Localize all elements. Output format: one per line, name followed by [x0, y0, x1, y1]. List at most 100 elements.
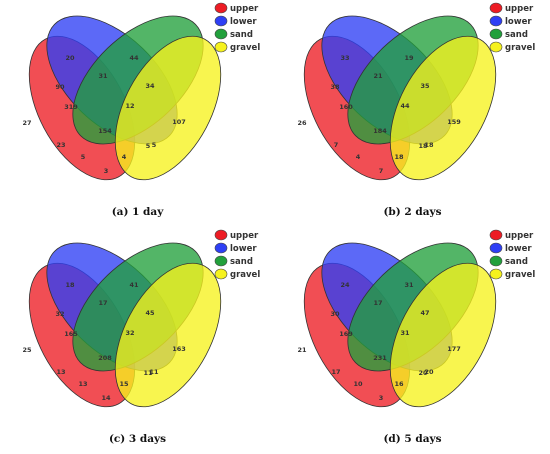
- venn-ellipses: [303, 242, 497, 408]
- venn-ellipses: [28, 242, 222, 408]
- legend-swatch-upper: [214, 229, 228, 241]
- region-count-upper-gravel: 14: [101, 394, 111, 402]
- region-count-sand-gravel: 47: [420, 309, 429, 317]
- region-count-lower-only: 33: [340, 54, 349, 62]
- region-count-a: 13: [78, 380, 87, 388]
- legend-label-upper: upper: [505, 4, 534, 14]
- region-count-upper-lower-gravel: 17: [331, 368, 340, 376]
- region-count-lower-only: 18: [65, 281, 75, 289]
- venn-diagram: 21 24 31 177 30 17 47 3 169 31 17 20 231 10 16 20 upper l…: [297, 229, 535, 408]
- panel-caption: (c) 3 days: [108, 433, 167, 445]
- region-count-upper-sand-gravel: 11: [143, 369, 153, 377]
- region-count-sand-gravel: 45: [145, 309, 155, 317]
- region-count-sand-only: 19: [404, 54, 414, 62]
- venn-panel-b: 26 33 19 159 38 21 35 7 160 44 7 18 184 4 18 18 upper low…: [275, 0, 550, 227]
- region-count-upper-lower: 38: [330, 83, 340, 91]
- region-count-upper-only: 26: [297, 119, 307, 127]
- panel-caption: (a) 1 day: [111, 206, 164, 218]
- region-count-lower-sand-gravel: 32: [125, 329, 134, 337]
- region-count-c: 5: [152, 141, 157, 149]
- region-count-upper-only: 25: [22, 346, 32, 354]
- legend-swatch-gravel: [214, 268, 228, 280]
- legend-swatch-gravel: [489, 41, 503, 53]
- region-count-upper-sand-gravel: 18: [418, 142, 428, 150]
- region-count-lower-sand-gravel: 12: [125, 102, 134, 110]
- region-count-lower-sand: 21: [373, 72, 383, 80]
- legend-swatch-gravel: [214, 41, 228, 53]
- legend: upper lower sand gravel: [489, 229, 535, 280]
- legend-swatch-upper: [489, 229, 503, 241]
- legend-swatch-sand: [489, 255, 503, 267]
- legend-label-lower: lower: [505, 244, 532, 254]
- legend-label-sand: sand: [230, 30, 253, 40]
- region-count-lower-sand: 17: [373, 299, 382, 307]
- legend-swatch-lower: [489, 15, 503, 27]
- legend-label-upper: upper: [230, 4, 259, 14]
- region-count-lower-sand-gravel: 44: [400, 102, 410, 110]
- legend-label-gravel: gravel: [230, 270, 260, 280]
- legend-swatch-sand: [214, 28, 228, 40]
- gravel-ellipse: [389, 262, 497, 408]
- legend-swatch-lower: [489, 242, 503, 254]
- legend-swatch-upper: [489, 2, 503, 14]
- region-count-upper-lower-sand-gravel: 208: [98, 354, 112, 362]
- region-count-b: 18: [394, 153, 404, 161]
- legend: upper lower sand gravel: [489, 2, 535, 53]
- region-count-c: 11: [149, 368, 159, 376]
- legend-swatch-gravel: [489, 268, 503, 280]
- region-count-sand-gravel: 34: [145, 82, 155, 90]
- region-count-sand-only: 44: [129, 54, 139, 62]
- venn-panel-c: 25 18 41 163 32 17 45 14 165 32 13 11 208 13 15 11 upper…: [0, 227, 275, 454]
- legend-label-upper: upper: [230, 231, 259, 241]
- legend-label-lower: lower: [230, 244, 257, 254]
- region-count-lower-sand: 17: [98, 299, 107, 307]
- region-count-sand-only: 41: [129, 281, 139, 289]
- region-count-upper-lower-gravel: 13: [56, 368, 65, 376]
- region-count-upper-lower: 30: [330, 310, 340, 318]
- region-count-lower-sand: 31: [98, 72, 108, 80]
- region-count-upper-gravel: 3: [379, 394, 384, 402]
- legend-label-gravel: gravel: [505, 43, 535, 53]
- region-count-upper-lower-gravel: 23: [56, 141, 65, 149]
- region-count-a: 4: [356, 153, 361, 161]
- region-count-lower-only: 20: [65, 54, 75, 62]
- panel-caption: (b) 2 days: [383, 206, 442, 218]
- legend-swatch-lower: [214, 242, 228, 254]
- region-count-c: 20: [424, 368, 434, 376]
- venn-panel-a: 27 20 44 107 90 31 34 3 319 12 23 5 154 5 4 5 upper lower…: [0, 0, 275, 227]
- legend-swatch-sand: [214, 255, 228, 267]
- region-count-upper-only: 27: [22, 119, 31, 127]
- region-count-upper-gravel: 3: [104, 167, 109, 175]
- region-count-upper-lower-sand-gravel: 231: [373, 354, 387, 362]
- legend-label-sand: sand: [230, 257, 253, 267]
- region-count-upper-lower: 32: [55, 310, 64, 318]
- venn-panel-d: 21 24 31 177 30 17 47 3 169 31 17 20 231 10 16 20 upper l…: [275, 227, 550, 454]
- panel-caption: (d) 5 days: [383, 433, 442, 445]
- region-count-sand-gravel: 35: [420, 82, 430, 90]
- region-count-upper-lower-sand-gravel: 154: [98, 127, 112, 135]
- region-count-upper-sand-gravel: 20: [418, 369, 428, 377]
- legend-label-lower: lower: [505, 17, 532, 27]
- region-count-upper-sand-gravel: 5: [146, 142, 151, 150]
- legend-label-upper: upper: [505, 231, 534, 241]
- region-count-upper-lower-sand: 319: [64, 103, 78, 111]
- region-count-gravel-only: 163: [172, 345, 186, 353]
- region-count-gravel-only: 159: [447, 118, 461, 126]
- region-count-upper-lower-sand: 169: [339, 330, 353, 338]
- region-count-upper-lower-sand-gravel: 184: [373, 127, 387, 135]
- region-count-a: 5: [81, 153, 86, 161]
- legend-label-gravel: gravel: [505, 270, 535, 280]
- region-count-lower-sand-gravel: 31: [400, 329, 410, 337]
- region-count-lower-only: 24: [340, 281, 350, 289]
- legend-label-sand: sand: [505, 30, 528, 40]
- venn-ellipses: [303, 15, 497, 181]
- legend-label-lower: lower: [230, 17, 257, 27]
- legend-swatch-lower: [214, 15, 228, 27]
- venn-diagram: 27 20 44 107 90 31 34 3 319 12 23 5 154 5 4 5 upper lower…: [22, 2, 260, 181]
- region-count-upper-lower: 90: [55, 83, 65, 91]
- region-count-upper-lower-gravel: 7: [334, 141, 339, 149]
- region-count-upper-only: 21: [297, 346, 307, 354]
- region-count-b: 16: [394, 380, 404, 388]
- legend: upper lower sand gravel: [214, 229, 260, 280]
